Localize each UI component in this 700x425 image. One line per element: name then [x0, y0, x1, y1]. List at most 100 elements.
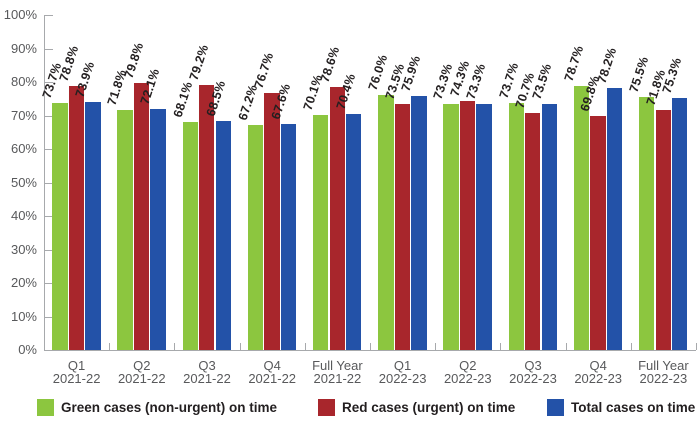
category-label-line2: 2021-22	[52, 370, 101, 386]
category-label: Full Year 2021-22	[292, 358, 382, 386]
y-tick	[45, 82, 53, 83]
x-tick	[174, 343, 176, 350]
bar	[215, 120, 231, 350]
bar	[247, 124, 264, 350]
y-tick	[45, 182, 53, 184]
bar	[476, 104, 492, 350]
y-tick	[45, 249, 53, 251]
bar	[525, 113, 541, 350]
x-tick	[239, 343, 241, 350]
y-tick	[45, 283, 53, 284]
bar	[182, 121, 198, 350]
category-label-line2: 2021-22	[117, 370, 166, 386]
category-label-line1: Q3	[524, 358, 542, 373]
y-tick-label: 0%	[18, 342, 37, 357]
category-label-line1: Q1	[67, 358, 86, 373]
bar	[672, 97, 688, 350]
bar	[150, 108, 166, 350]
legend-label: Total cases on time	[571, 400, 696, 415]
x-tick	[696, 343, 697, 350]
category-label-line1: Q2	[133, 358, 151, 373]
y-tick	[45, 48, 53, 50]
category-label-line2: 2021-22	[313, 370, 362, 386]
category-label-line2: 2021-22	[248, 370, 297, 386]
bar	[346, 114, 362, 350]
bar	[411, 95, 427, 350]
bar	[655, 109, 671, 350]
bar	[508, 103, 524, 350]
category-label-line2: 2022-23	[378, 370, 427, 386]
category-label-line1: Q4	[263, 358, 281, 373]
x-tick	[435, 343, 437, 350]
bar	[590, 116, 606, 350]
y-tick	[45, 216, 53, 217]
y-tick	[45, 15, 53, 16]
x-tick	[500, 343, 502, 350]
bar	[541, 103, 557, 350]
category-label: Full Year 2022-23	[618, 358, 700, 386]
category-label: Q2 2021-22	[97, 358, 187, 386]
category-label-line2: 2021-22	[183, 370, 231, 386]
bar	[199, 84, 215, 350]
y-axis-line	[44, 15, 45, 351]
category-label-line1: Q4	[589, 358, 607, 373]
y-tick-label: 30%	[10, 241, 37, 257]
category-label: Q2 2022-23	[423, 358, 513, 386]
bar	[394, 103, 411, 350]
bar	[133, 82, 150, 350]
category-label-line1: Q1	[393, 358, 412, 373]
category-label-line2: 2022-23	[639, 370, 688, 386]
bar	[606, 88, 623, 350]
bar	[280, 123, 297, 350]
y-tick-label: 80%	[10, 74, 37, 89]
bar	[443, 104, 459, 350]
legend-label: Green cases (non-urgent) on time	[61, 400, 278, 415]
bar	[378, 95, 394, 350]
y-tick-label: 50%	[10, 174, 37, 190]
legend-swatch	[547, 399, 564, 416]
category-label-line2: 2022-23	[509, 370, 557, 386]
y-tick	[45, 149, 53, 150]
legend-label: Red cases (urgent) on time	[342, 400, 516, 415]
category-label: Q1 2021-22	[32, 358, 122, 386]
y-tick-label: 90%	[10, 40, 37, 56]
bar	[329, 86, 345, 350]
category-label-line1: Q2	[459, 358, 477, 373]
y-tick-label: 40%	[10, 208, 37, 223]
legend-swatch	[37, 399, 54, 416]
category-label: Q4 2022-23	[553, 358, 643, 386]
y-tick-label: 20%	[10, 275, 37, 290]
bar	[85, 102, 101, 350]
bar	[459, 101, 476, 350]
bar	[573, 86, 590, 350]
category-label-line2: 2022-23	[443, 370, 492, 386]
x-tick	[44, 343, 45, 350]
bar	[264, 93, 280, 350]
x-axis-line	[44, 350, 696, 351]
category-label-line2: 2022-23	[574, 370, 623, 386]
y-tick-label: 100%	[3, 7, 37, 22]
category-label-line1: Full Year	[638, 358, 689, 373]
category-label: Q3 2022-23	[488, 358, 578, 386]
y-tick-label: 70%	[10, 107, 37, 123]
x-tick	[630, 343, 632, 350]
legend-swatch	[318, 399, 335, 416]
bar	[68, 86, 85, 350]
category-label: Q3 2021-22	[162, 359, 252, 386]
x-tick	[109, 343, 111, 350]
bar	[639, 97, 655, 350]
bar	[313, 115, 329, 350]
y-tick	[45, 316, 53, 318]
category-label: Q1 2022-23	[358, 358, 448, 386]
category-label-line1: Full Year	[312, 358, 363, 373]
bar	[117, 109, 133, 350]
y-tick	[45, 115, 53, 117]
x-tick	[565, 343, 567, 350]
x-tick	[304, 343, 306, 350]
x-tick	[370, 343, 371, 350]
y-tick-label: 60%	[10, 141, 37, 156]
